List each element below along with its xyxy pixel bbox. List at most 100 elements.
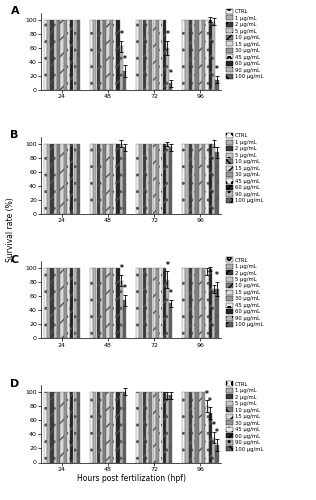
Bar: [100, 144, 103, 214]
Bar: [205, 20, 209, 90]
Bar: [169, 147, 173, 214]
Bar: [159, 268, 162, 338]
Bar: [216, 445, 219, 462]
Bar: [44, 268, 47, 338]
Bar: [199, 144, 202, 214]
Bar: [143, 392, 146, 462]
Text: Survival rate (%): Survival rate (%): [6, 198, 15, 262]
Bar: [159, 20, 162, 90]
Bar: [185, 392, 189, 462]
Bar: [149, 20, 152, 90]
Bar: [153, 268, 156, 338]
Bar: [74, 268, 77, 338]
Bar: [189, 20, 192, 90]
Bar: [67, 20, 70, 90]
Bar: [74, 20, 77, 90]
Legend: CTRL, 1 µg/mL, 2 µg/mL, 5 µg/mL, 10 µg/mL, 15 µg/mL, 30 µg/mL, 45 µg/mL, 60 µg/m: CTRL, 1 µg/mL, 2 µg/mL, 5 µg/mL, 10 µg/m…: [226, 382, 263, 452]
Bar: [136, 268, 139, 338]
Bar: [67, 144, 70, 214]
Bar: [54, 392, 57, 462]
Bar: [44, 144, 47, 214]
Bar: [146, 268, 149, 338]
Bar: [100, 20, 103, 90]
Bar: [110, 144, 113, 214]
Bar: [57, 268, 60, 338]
Bar: [103, 20, 106, 90]
Bar: [50, 392, 53, 462]
Bar: [143, 144, 146, 214]
Bar: [120, 280, 123, 338]
Text: *: *: [215, 65, 219, 74]
Bar: [103, 268, 106, 338]
Bar: [153, 144, 156, 214]
Bar: [70, 392, 74, 462]
Bar: [90, 144, 93, 214]
Bar: [74, 392, 77, 462]
Bar: [74, 144, 77, 214]
Bar: [185, 268, 189, 338]
Bar: [159, 144, 162, 214]
Bar: [169, 396, 173, 462]
Text: *: *: [119, 264, 123, 273]
Bar: [189, 144, 192, 214]
Text: *: *: [169, 289, 173, 298]
Bar: [192, 144, 195, 214]
Bar: [93, 392, 96, 462]
Bar: [189, 268, 192, 338]
Bar: [212, 144, 215, 214]
Text: *: *: [215, 428, 219, 438]
Bar: [182, 20, 185, 90]
Bar: [70, 144, 74, 214]
Bar: [113, 268, 116, 338]
Bar: [77, 392, 80, 462]
Bar: [196, 20, 198, 90]
Bar: [202, 20, 205, 90]
Bar: [50, 20, 53, 90]
Bar: [166, 144, 169, 214]
Bar: [103, 144, 106, 214]
Bar: [106, 392, 110, 462]
Bar: [202, 268, 205, 338]
Text: *: *: [212, 422, 216, 430]
Bar: [113, 144, 116, 214]
Bar: [156, 392, 159, 462]
Bar: [47, 392, 50, 462]
Bar: [166, 48, 169, 90]
Bar: [90, 268, 93, 338]
Bar: [47, 20, 50, 90]
Bar: [166, 280, 169, 338]
Bar: [64, 268, 67, 338]
Bar: [205, 272, 209, 338]
Bar: [169, 83, 173, 90]
Bar: [96, 268, 100, 338]
Bar: [156, 268, 159, 338]
Bar: [209, 413, 212, 463]
Bar: [54, 20, 57, 90]
Bar: [199, 268, 202, 338]
Bar: [196, 392, 198, 462]
Bar: [192, 392, 195, 462]
Bar: [50, 268, 53, 338]
Bar: [117, 268, 120, 338]
Bar: [57, 20, 60, 90]
Bar: [192, 268, 195, 338]
Bar: [106, 20, 110, 90]
Bar: [117, 20, 120, 90]
Bar: [47, 144, 50, 214]
Bar: [202, 392, 205, 462]
Text: *: *: [123, 284, 127, 293]
Text: D: D: [10, 378, 20, 388]
Bar: [110, 20, 113, 90]
Bar: [93, 268, 96, 338]
Bar: [100, 392, 103, 462]
Bar: [60, 20, 64, 90]
Bar: [123, 71, 126, 90]
Bar: [209, 20, 212, 90]
Bar: [146, 392, 149, 462]
Bar: [156, 20, 159, 90]
Bar: [120, 392, 123, 462]
Bar: [196, 144, 198, 214]
Bar: [159, 392, 162, 462]
Bar: [100, 268, 103, 338]
Bar: [93, 144, 96, 214]
